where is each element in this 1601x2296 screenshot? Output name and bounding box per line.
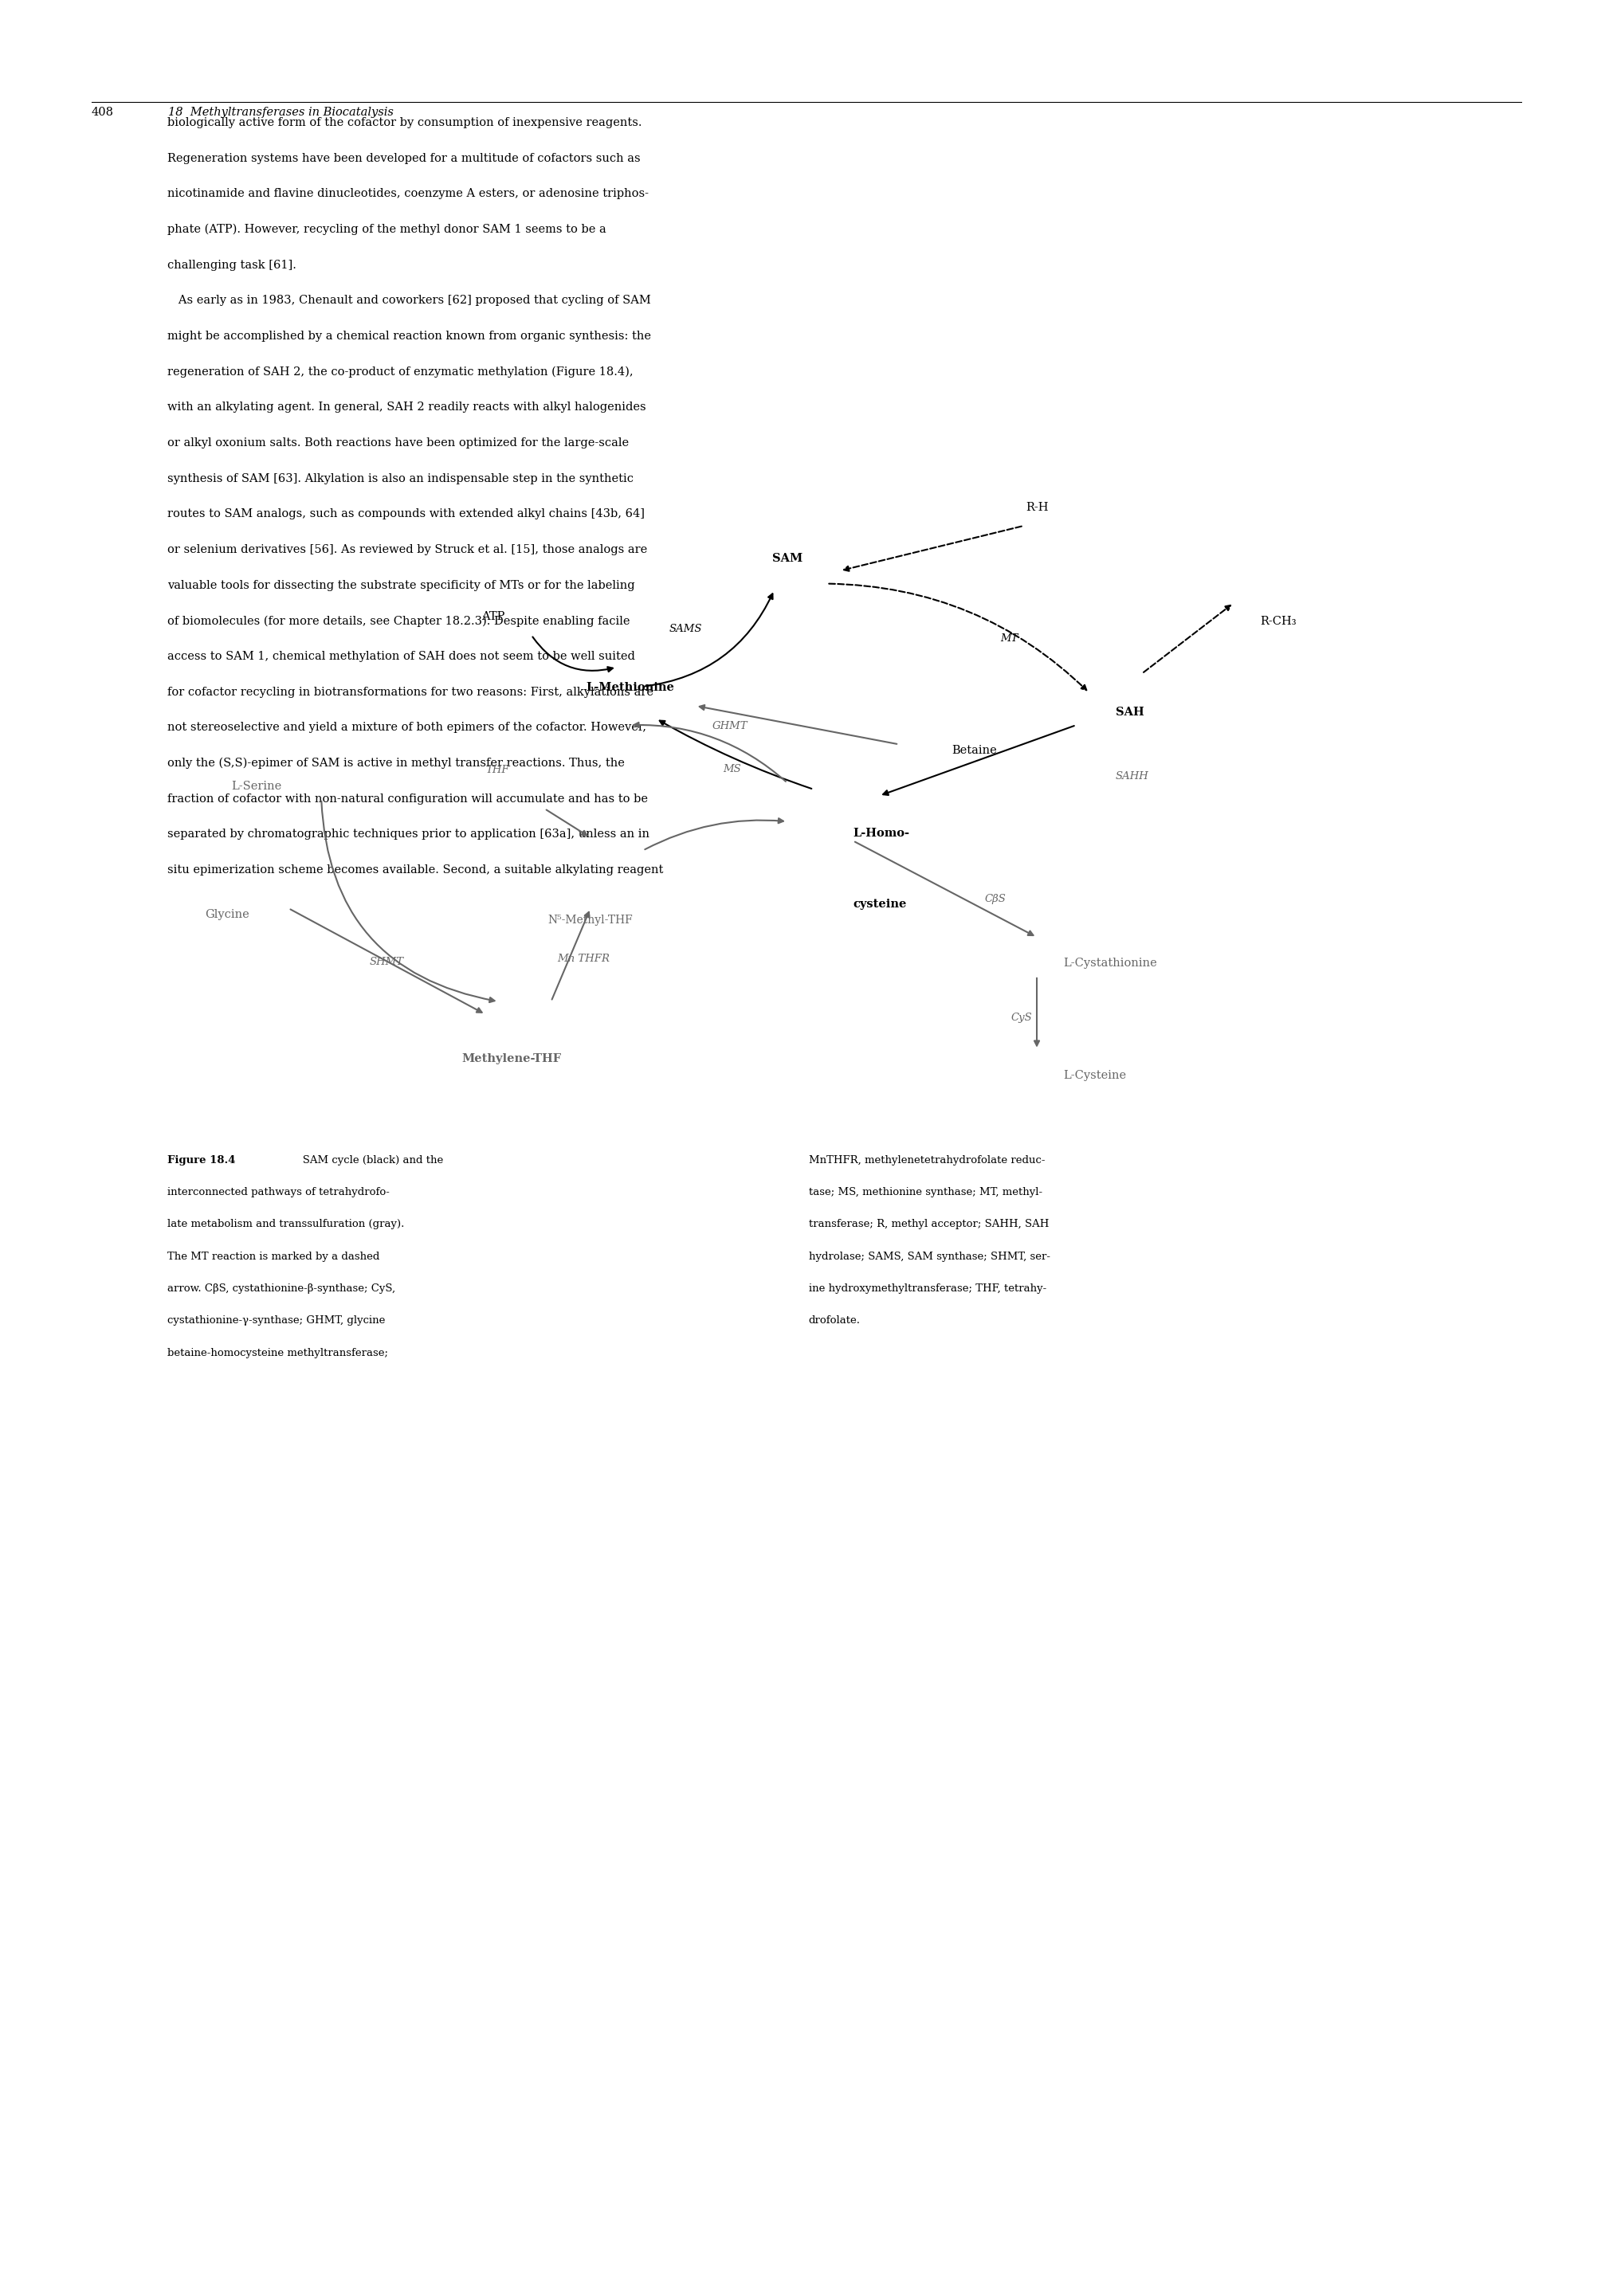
Text: late metabolism and transsulfuration (gray).: late metabolism and transsulfuration (gr… — [167, 1219, 405, 1231]
Text: N⁵-Methyl-THF: N⁵-Methyl-THF — [548, 914, 632, 925]
Text: or alkyl oxonium salts. Both reactions have been optimized for the large-scale: or alkyl oxonium salts. Both reactions h… — [167, 439, 629, 448]
Text: cystathionine-γ-synthase; GHMT, glycine: cystathionine-γ-synthase; GHMT, glycine — [167, 1316, 386, 1327]
Text: Mn THFR: Mn THFR — [557, 953, 610, 964]
Text: R-H: R-H — [1026, 503, 1049, 512]
Text: 408: 408 — [91, 106, 114, 117]
Text: tase; MS, methionine synthase; MT, methyl-: tase; MS, methionine synthase; MT, methy… — [809, 1187, 1042, 1199]
Text: SHMT: SHMT — [370, 957, 403, 967]
Text: Regeneration systems have been developed for a multitude of cofactors such as: Regeneration systems have been developed… — [167, 152, 640, 163]
Text: 18  Methyltransferases in Biocatalysis: 18 Methyltransferases in Biocatalysis — [168, 106, 394, 117]
Text: synthesis of SAM [63]. Alkylation is also an indispensable step in the synthetic: synthesis of SAM [63]. Alkylation is als… — [167, 473, 634, 484]
Text: nicotinamide and flavine dinucleotides, coenzyme A esters, or adenosine triphos-: nicotinamide and flavine dinucleotides, … — [167, 188, 648, 200]
Text: SAH: SAH — [1116, 707, 1145, 719]
Text: biologically active form of the cofactor by consumption of inexpensive reagents.: biologically active form of the cofactor… — [167, 117, 642, 129]
Text: MnTHFR, methylenetetrahydrofolate reduc-: MnTHFR, methylenetetrahydrofolate reduc- — [809, 1155, 1045, 1166]
Text: SAHH: SAHH — [1116, 771, 1150, 781]
Text: Methylene-THF: Methylene-THF — [461, 1054, 562, 1063]
Text: not stereoselective and yield a mixture of both epimers of the cofactor. However: not stereoselective and yield a mixture … — [167, 721, 647, 732]
Text: arrow. CβS, cystathionine-β-synthase; CyS,: arrow. CβS, cystathionine-β-synthase; Cy… — [167, 1283, 395, 1295]
Text: Betaine: Betaine — [951, 746, 997, 755]
Text: challenging task [61].: challenging task [61]. — [167, 259, 296, 271]
Text: SAM: SAM — [772, 553, 802, 565]
Text: situ epimerization scheme becomes available. Second, a suitable alkylating reage: situ epimerization scheme becomes availa… — [167, 866, 663, 875]
Text: SAMS: SAMS — [669, 625, 703, 634]
Text: L-Cystathionine: L-Cystathionine — [1063, 957, 1158, 969]
Text: or selenium derivatives [56]. As reviewed by Struck et al. [15], those analogs a: or selenium derivatives [56]. As reviewe… — [167, 544, 647, 556]
Text: SAM cycle (black) and the: SAM cycle (black) and the — [291, 1155, 443, 1166]
Text: only the (S,S)-epimer of SAM is active in methyl transfer reactions. Thus, the: only the (S,S)-epimer of SAM is active i… — [167, 758, 624, 769]
Text: for cofactor recycling in biotransformations for two reasons: First, alkylations: for cofactor recycling in biotransformat… — [167, 687, 653, 698]
Text: fraction of cofactor with non-natural configuration will accumulate and has to b: fraction of cofactor with non-natural co… — [167, 794, 648, 804]
Text: of biomolecules (for more details, see Chapter 18.2.3). Despite enabling facile: of biomolecules (for more details, see C… — [167, 615, 629, 627]
Text: ine hydroxymethyltransferase; THF, tetrahy-: ine hydroxymethyltransferase; THF, tetra… — [809, 1283, 1045, 1295]
Text: L-Homo-: L-Homo- — [853, 829, 909, 838]
Text: routes to SAM analogs, such as compounds with extended alkyl chains [43b, 64]: routes to SAM analogs, such as compounds… — [167, 510, 645, 519]
Text: CyS: CyS — [1010, 1013, 1033, 1022]
Text: transferase; R, methyl acceptor; SAHH, SAH: transferase; R, methyl acceptor; SAHH, S… — [809, 1219, 1049, 1231]
Text: betaine-homocysteine methyltransferase;: betaine-homocysteine methyltransferase; — [167, 1348, 387, 1359]
Text: The MT reaction is marked by a dashed: The MT reaction is marked by a dashed — [167, 1251, 379, 1263]
Text: drofolate.: drofolate. — [809, 1316, 860, 1327]
Text: valuable tools for dissecting the substrate specificity of MTs or for the labeli: valuable tools for dissecting the substr… — [167, 581, 634, 590]
Text: MS: MS — [724, 765, 741, 774]
Text: Figure 18.4: Figure 18.4 — [167, 1155, 235, 1166]
Text: R-CH₃: R-CH₃ — [1260, 615, 1297, 627]
Text: Glycine: Glycine — [205, 909, 250, 921]
Text: L-Cysteine: L-Cysteine — [1063, 1070, 1126, 1081]
Text: L-Methionine: L-Methionine — [586, 682, 674, 693]
Text: GHMT: GHMT — [712, 721, 748, 732]
Text: ATP: ATP — [482, 611, 504, 622]
Text: As early as in 1983, Chenault and coworkers [62] proposed that cycling of SAM: As early as in 1983, Chenault and cowork… — [167, 296, 652, 305]
Text: CβS: CβS — [985, 893, 1005, 905]
Text: cysteine: cysteine — [853, 898, 906, 909]
Text: THF: THF — [485, 765, 509, 776]
Text: L-Serine: L-Serine — [232, 781, 282, 792]
Text: with an alkylating agent. In general, SAH 2 readily reacts with alkyl halogenide: with an alkylating agent. In general, SA… — [167, 402, 645, 413]
Text: MT: MT — [1001, 634, 1018, 643]
Text: separated by chromatographic techniques prior to application [63a], unless an in: separated by chromatographic techniques … — [167, 829, 650, 840]
Text: hydrolase; SAMS, SAM synthase; SHMT, ser-: hydrolase; SAMS, SAM synthase; SHMT, ser… — [809, 1251, 1050, 1263]
Text: interconnected pathways of tetrahydrofo-: interconnected pathways of tetrahydrofo- — [167, 1187, 389, 1199]
Text: regeneration of SAH 2, the co-product of enzymatic methylation (Figure 18.4),: regeneration of SAH 2, the co-product of… — [167, 367, 634, 377]
Text: might be accomplished by a chemical reaction known from organic synthesis: the: might be accomplished by a chemical reac… — [167, 331, 652, 342]
Text: access to SAM 1, chemical methylation of SAH does not seem to be well suited: access to SAM 1, chemical methylation of… — [167, 652, 636, 661]
Text: phate (ATP). However, recycling of the methyl donor SAM 1 seems to be a: phate (ATP). However, recycling of the m… — [167, 225, 607, 234]
